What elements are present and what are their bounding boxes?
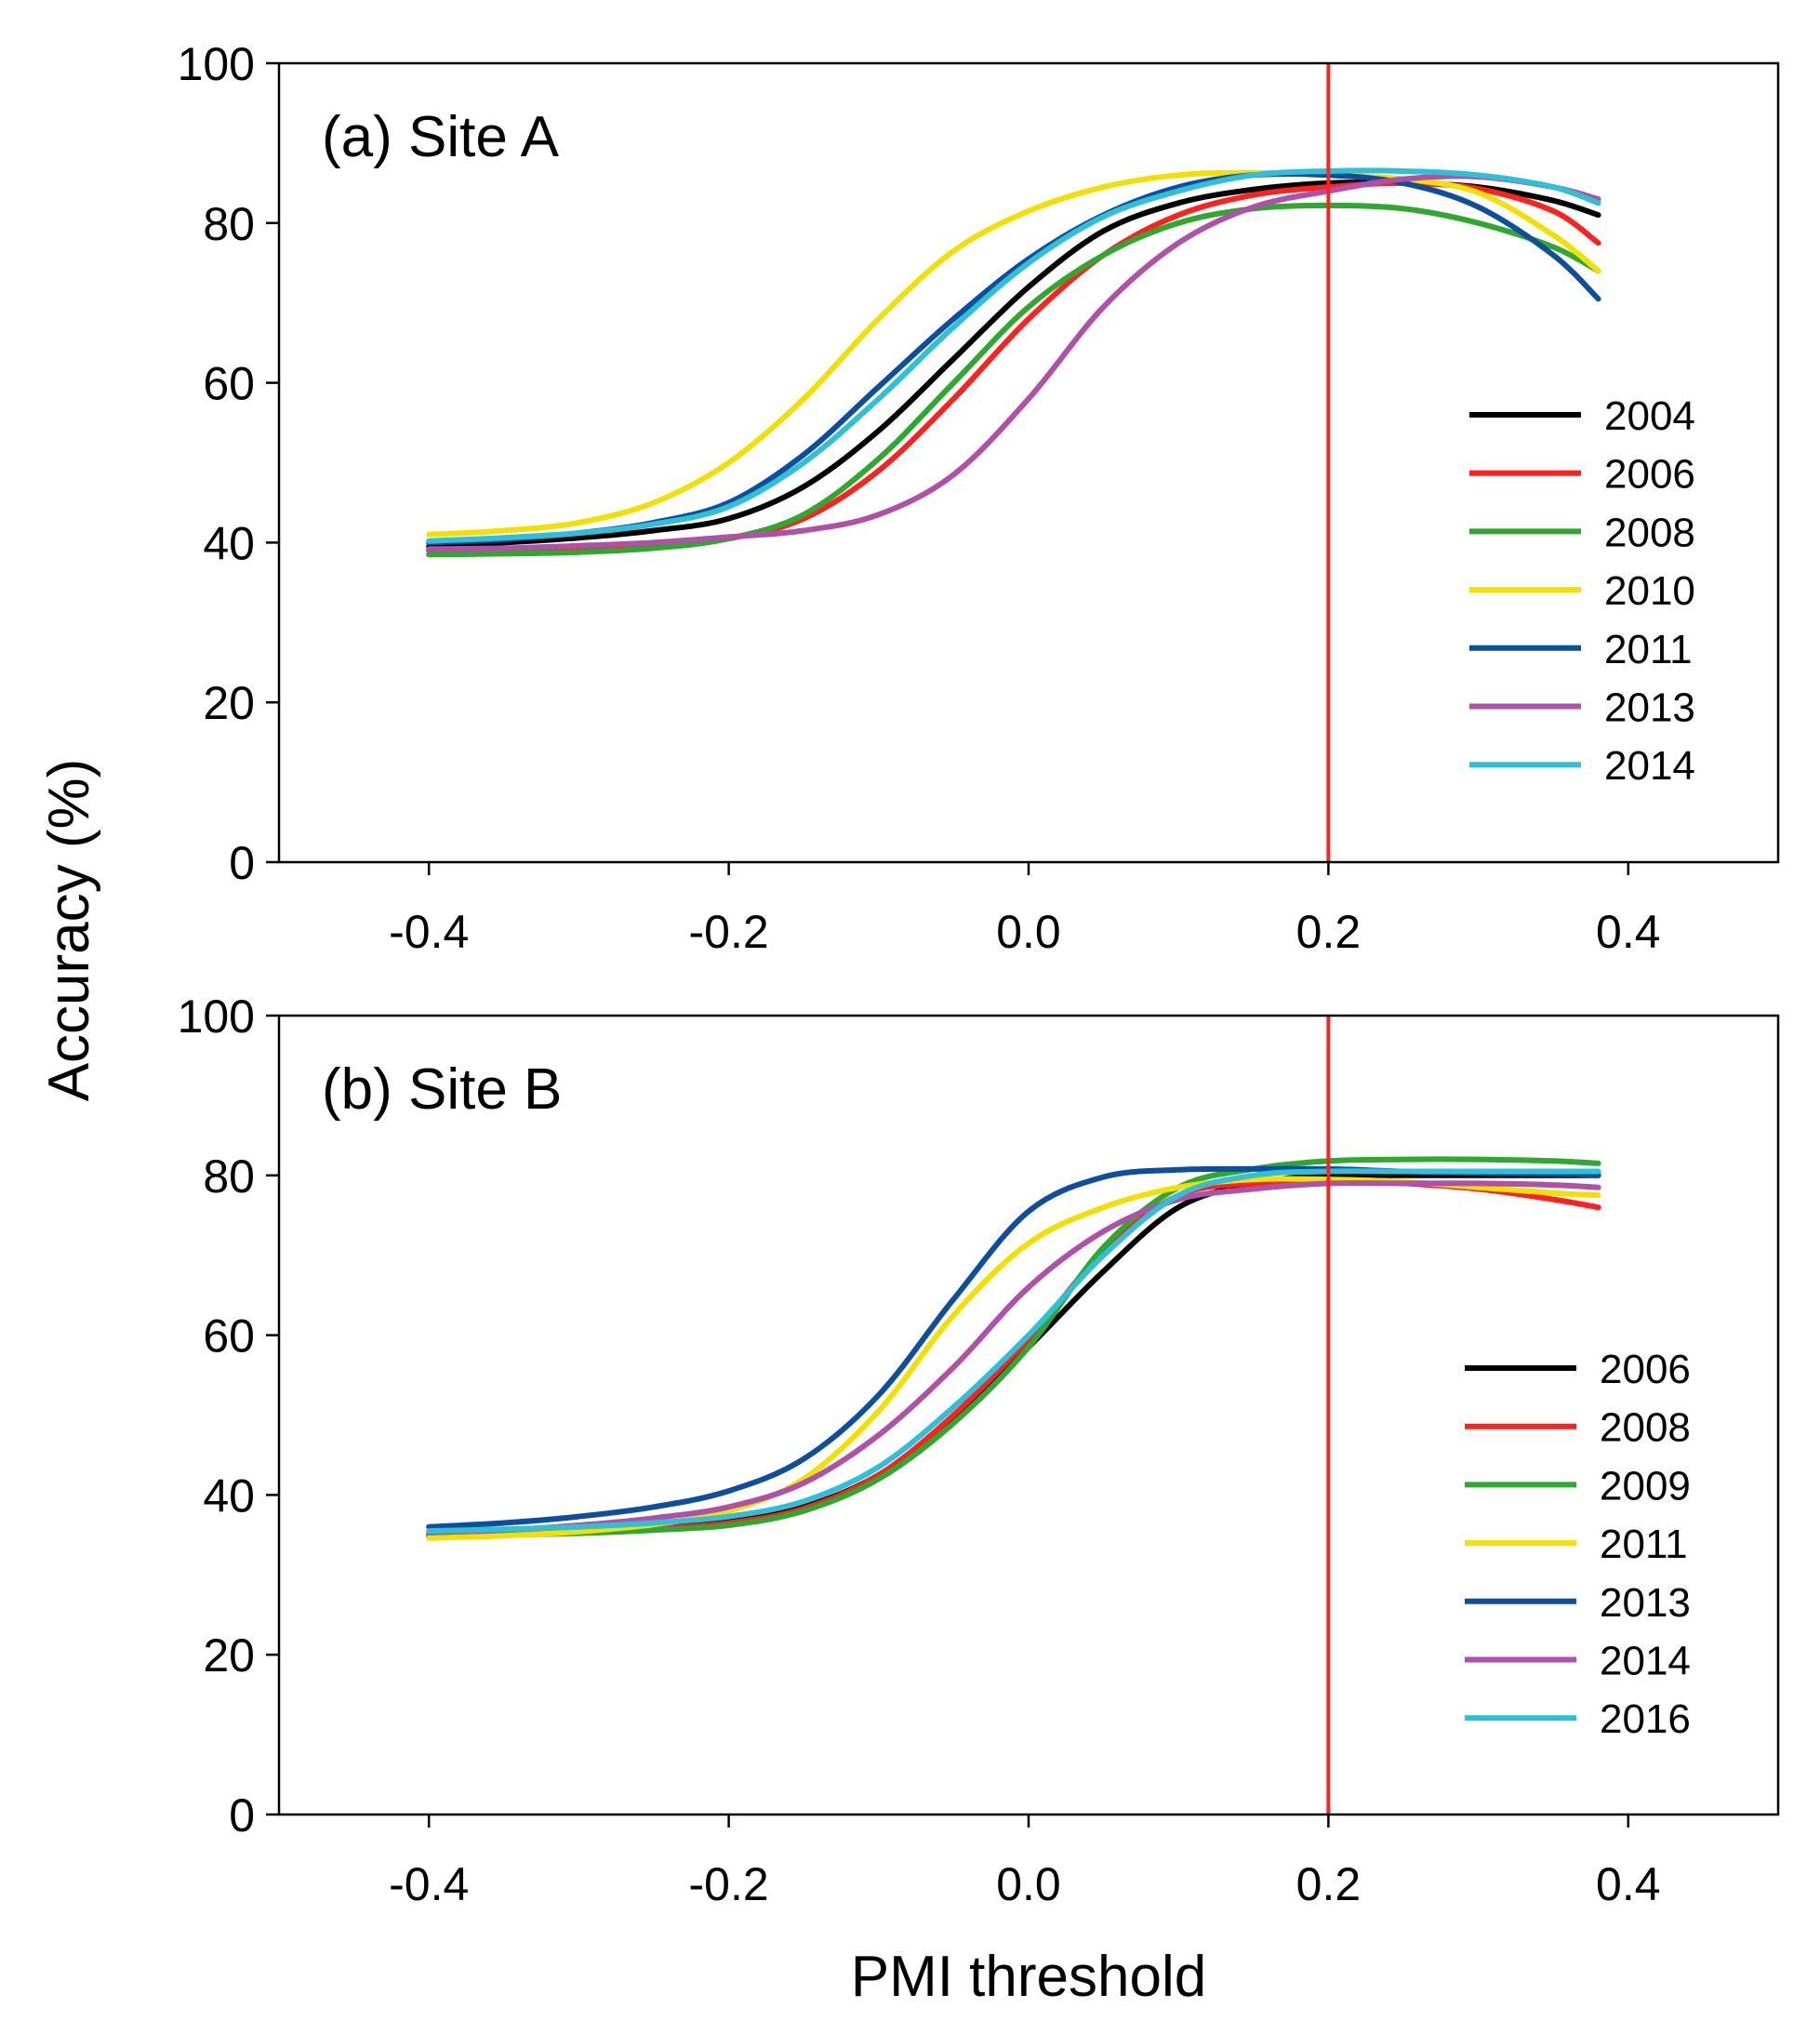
y-tick-label: 100: [178, 990, 255, 1043]
legend-label-2008: 2008: [1600, 1405, 1691, 1451]
y-tick-label: 100: [178, 38, 255, 90]
legend-label-2011: 2011: [1600, 1522, 1688, 1567]
legend-label-2011: 2011: [1604, 627, 1693, 672]
legend-label-2008: 2008: [1604, 510, 1695, 555]
panel-title: (b) Site B: [322, 1057, 562, 1122]
x-tick-label: -0.2: [689, 906, 769, 958]
x-tick-label: -0.2: [689, 1858, 769, 1910]
series-line-2011: [426, 170, 1601, 546]
legend-label-2016: 2016: [1600, 1696, 1691, 1742]
legend-label-2013: 2013: [1604, 685, 1695, 731]
y-tick-label: 60: [203, 358, 255, 410]
y-tick-label: 60: [203, 1310, 255, 1363]
series-line-2008: [426, 202, 1601, 558]
series-group: [426, 1156, 1601, 1541]
series-line-2013: [426, 173, 1601, 552]
series-line-2014: [426, 167, 1601, 544]
legend-label-2014: 2014: [1600, 1639, 1691, 1684]
y-tick-label: 20: [203, 1629, 255, 1682]
x-tick-label: 0.0: [996, 1858, 1061, 1910]
x-tick-label: 0.2: [1296, 906, 1362, 958]
y-tick-label: 0: [229, 837, 255, 889]
y-tick-label: 0: [229, 1789, 255, 1841]
series-line-2009: [426, 1156, 1601, 1540]
series-group: [426, 167, 1601, 558]
x-tick-label: 0.0: [996, 906, 1061, 958]
series-line-2010: [426, 169, 1601, 538]
series-line-2014: [426, 1179, 1601, 1535]
plot-frame: [277, 1014, 1780, 1816]
legend-label-2009: 2009: [1600, 1463, 1691, 1509]
panel-b: 0 20 40 60 80 100 -0.4 -0.2 0.0 0.2 0.4 (b) Site B 2…: [178, 990, 1780, 1910]
plot-frame: [277, 61, 1780, 864]
series-line-2016: [426, 1168, 1601, 1535]
y-axis-title: Accuracy (%): [37, 759, 101, 1102]
legend-label-2004: 2004: [1604, 393, 1695, 439]
y-tick-label: 80: [203, 198, 255, 250]
legend-label-2010: 2010: [1604, 568, 1695, 614]
series-line-2004: [426, 179, 1601, 550]
x-tick-label: 0.4: [1596, 1858, 1661, 1910]
series-line-2006: [426, 179, 1601, 553]
legend-label-2014: 2014: [1604, 743, 1695, 789]
x-axis-title: PMI threshold: [851, 1945, 1207, 2009]
x-tick-label: 0.2: [1296, 1858, 1362, 1910]
y-tick-label: 40: [203, 1469, 255, 1522]
y-tick-label: 80: [203, 1150, 255, 1203]
legend-label-2013: 2013: [1600, 1580, 1691, 1626]
legend-label-2006: 2006: [1600, 1347, 1691, 1392]
x-tick-label: 0.4: [1596, 906, 1661, 958]
series-line-2008: [426, 1178, 1601, 1540]
panel-a: 0 20 40 60 80 100 -0.4 -0.2 0.0 0.2 0.4 (a) Site A 2…: [178, 38, 1780, 958]
panel-title: (a) Site A: [322, 105, 560, 169]
y-tick-label: 40: [203, 517, 255, 569]
legend-label-2006: 2006: [1604, 452, 1695, 498]
legend: 2006 2008 2009 2011 2013 2014 2016: [1465, 1347, 1691, 1742]
y-tick-label: 20: [203, 677, 255, 729]
x-tick-label: -0.4: [389, 1858, 469, 1910]
legend: 2004 2006 2008 2010 2011 2013 2014: [1469, 393, 1695, 789]
x-tick-label: -0.4: [389, 906, 469, 958]
